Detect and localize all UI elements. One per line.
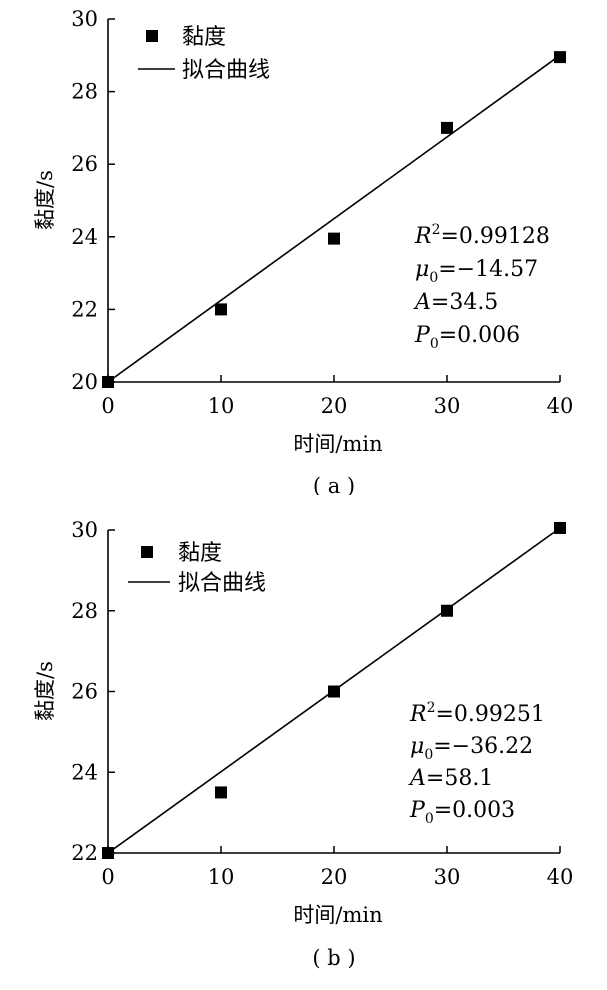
- legend-line-label: 拟合曲线: [178, 571, 266, 596]
- x-tick-label: 0: [101, 394, 114, 418]
- legend-marker-label: 黏度: [178, 541, 222, 566]
- data-point-marker: [215, 786, 227, 799]
- fit-stat-line: μ0=−14.57: [415, 257, 538, 286]
- x-tick-label: 40: [547, 865, 574, 889]
- chart-b-svg: 0 10 20 30 402224262830黏度拟合曲线R2=0.99251μ0=−3…: [33, 518, 574, 970]
- fit-stat-subscript: 0: [424, 747, 433, 763]
- x-tick-label: 20: [321, 394, 348, 418]
- fit-stat-symbol: A: [413, 290, 431, 315]
- fit-stat-symbol: R: [414, 224, 432, 249]
- x-tick-label: 20: [321, 865, 348, 889]
- y-tick-label: 28: [71, 80, 98, 104]
- y-tick-label: 28: [71, 599, 98, 623]
- fit-stat-value: =0.99251: [436, 702, 545, 727]
- y-axis-title: 黏度/s: [33, 661, 57, 721]
- data-point-marker: [215, 303, 227, 316]
- fit-stat-value: =0.003: [434, 798, 515, 823]
- data-point-marker: [554, 51, 566, 64]
- x-tick-label: 40: [547, 394, 574, 418]
- y-tick-label: 30: [71, 518, 98, 542]
- data-point-marker: [554, 521, 566, 534]
- fit-stat-line: A=58.1: [408, 766, 493, 791]
- fit-stat-line: μ0=−36.22: [410, 734, 533, 763]
- panel-caption: ( a ): [313, 474, 355, 495]
- fit-stat-subscript: 0: [430, 336, 439, 352]
- fit-stat-line: R2=0.99128: [414, 222, 550, 249]
- legend-marker-symbol: [146, 30, 158, 42]
- x-tick-label: 0: [101, 865, 114, 889]
- data-point-marker: [441, 604, 453, 617]
- fit-stat-subscript: 0: [429, 270, 438, 286]
- chart-panel-a: 0 10 20 30 40 20 22 24 26 28 30 黏度 拟合曲线 R2=0.99128 μ0=…: [33, 7, 574, 495]
- fit-stat-line: P0=0.006: [414, 323, 520, 352]
- data-point-marker: [102, 376, 114, 388]
- panel-caption: ( b ): [312, 946, 355, 970]
- data-point-marker: [328, 685, 340, 698]
- fit-stat-symbol: A: [408, 766, 426, 791]
- fit-stat-symbol: R: [409, 702, 427, 727]
- fit-stat-symbol: μ: [415, 257, 429, 282]
- x-tick-label: 30: [434, 394, 461, 418]
- fit-stat-superscript: 2: [432, 222, 441, 238]
- fit-stat-value: =0.99128: [441, 224, 550, 249]
- chart-a-svg: 0 10 20 30 40202224262830黏度拟合曲线R2=0.99128μ0=…: [33, 7, 574, 495]
- fit-stat-line: R2=0.99251: [409, 700, 545, 727]
- legend-marker-symbol: [141, 546, 153, 558]
- fit-stat-line: P0=0.003: [409, 798, 515, 827]
- fit-stat-superscript: 2: [427, 700, 436, 716]
- y-tick-label: 26: [71, 680, 98, 704]
- y-tick-label: 24: [71, 760, 98, 784]
- data-point-marker: [441, 121, 453, 134]
- fit-stat-value: =58.1: [426, 766, 493, 791]
- x-tick-label: 10: [208, 865, 235, 889]
- data-point-marker: [328, 232, 340, 245]
- fit-stat-symbol: P: [414, 323, 431, 348]
- x-tick-label: 30: [434, 865, 461, 889]
- fit-stat-value: =0.006: [439, 323, 520, 348]
- fit-stat-value: =−14.57: [438, 257, 538, 282]
- y-tick-label: 22: [71, 841, 98, 865]
- chart-panel-b: 0 10 20 30 40 22 24 26 28 30 黏度 拟合曲线 R2=0.99251 μ0=−3…: [0, 495, 607, 990]
- fit-stat-value: =−36.22: [433, 734, 533, 759]
- y-tick-label: 22: [71, 297, 98, 321]
- fit-stat-subscript: 0: [425, 811, 434, 827]
- fit-stat-value: =34.5: [431, 290, 498, 315]
- y-tick-label: 24: [71, 225, 98, 249]
- legend-marker-label: 黏度: [182, 25, 226, 50]
- legend-line-label: 拟合曲线: [182, 58, 270, 83]
- fit-stat-symbol: P: [409, 798, 426, 823]
- data-point-marker: [102, 847, 114, 859]
- y-tick-label: 20: [71, 370, 98, 394]
- x-tick-label: 10: [208, 394, 235, 418]
- fit-stat-line: A=34.5: [413, 290, 498, 315]
- x-axis-title: 时间/min: [293, 432, 382, 456]
- fit-line: [107, 54, 561, 383]
- x-axis-title: 时间/min: [293, 903, 382, 927]
- y-axis-title: 黏度/s: [33, 170, 57, 230]
- fit-stat-symbol: μ: [410, 734, 424, 759]
- y-tick-label: 26: [71, 152, 98, 176]
- y-tick-label: 30: [71, 7, 98, 31]
